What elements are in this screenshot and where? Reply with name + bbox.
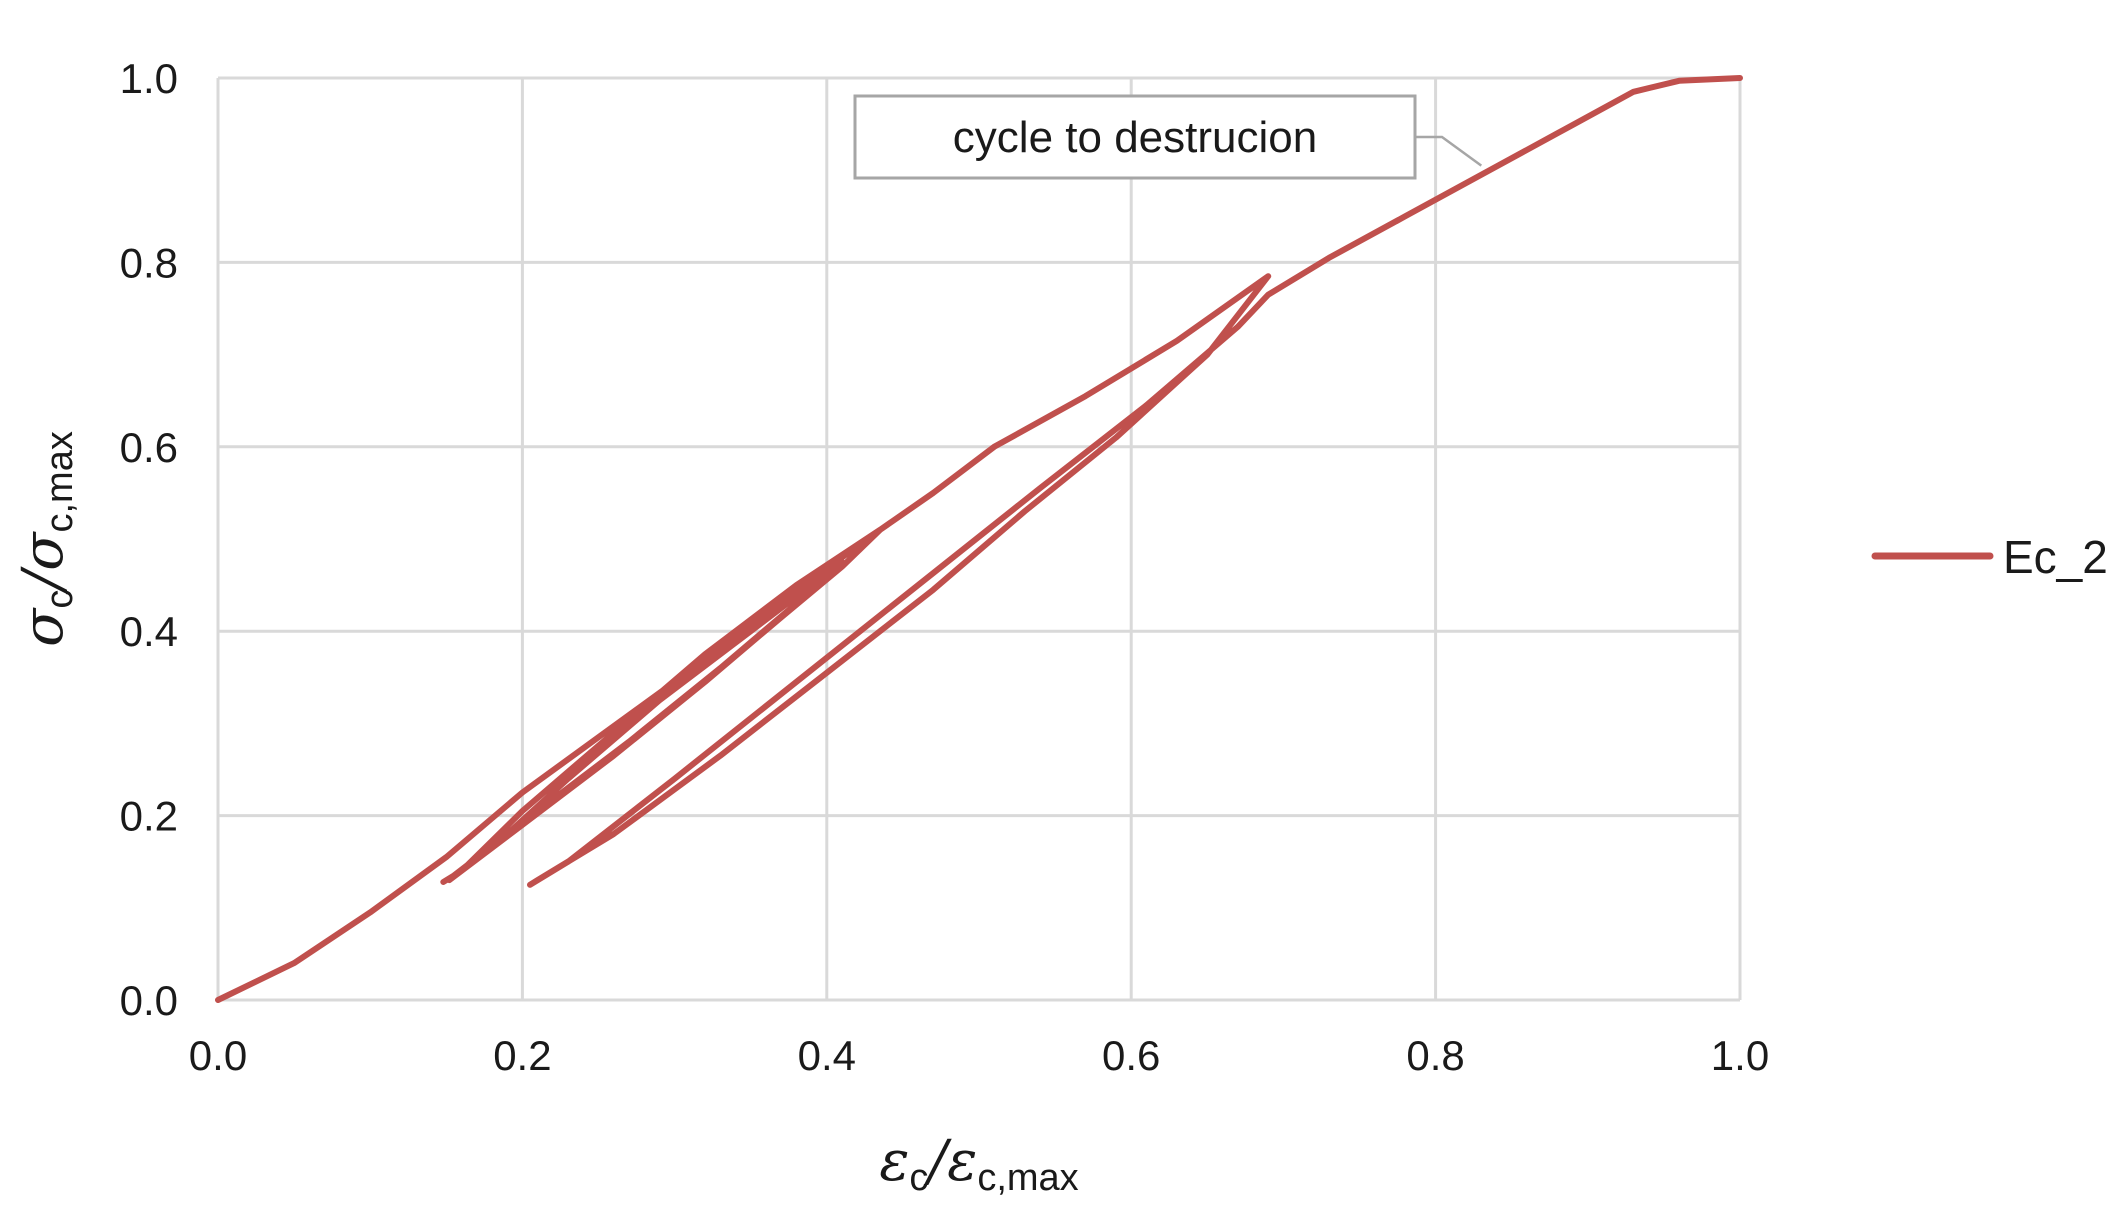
x-axis-ticks: 0.0 0.2 0.4 0.6 0.8 1.0: [189, 1032, 1769, 1079]
x-tick-label: 0.4: [798, 1032, 856, 1079]
y-label-symbol-2: σ: [11, 531, 76, 571]
x-tick-label: 0.8: [1406, 1032, 1464, 1079]
x-tick-label: 0.0: [189, 1032, 247, 1079]
y-tick-label: 0.2: [120, 793, 178, 840]
y-label-subscript: c: [39, 590, 81, 609]
legend-label-ec-2: Ec_2: [2003, 531, 2108, 583]
y-tick-label: 0.0: [120, 977, 178, 1024]
gridlines: [216, 76, 1742, 1002]
series-layer: [215, 75, 1743, 1003]
annotation-callout: cycle to destrucion: [853, 94, 1483, 180]
y-tick-label: 1.0: [120, 55, 178, 102]
x-label-symbol-2: ε: [947, 1129, 977, 1194]
annotation-leader-line: [1415, 135, 1483, 167]
y-label-subscript-2: c,max: [39, 431, 81, 532]
x-label-subscript-2: c,max: [977, 1157, 1078, 1199]
y-label-symbol: σ: [11, 607, 76, 647]
series-line-ec-2: [215, 75, 1743, 1003]
x-tick-label: 1.0: [1711, 1032, 1769, 1079]
x-label-symbol: ε: [879, 1129, 909, 1194]
x-label-subscript: c: [909, 1157, 928, 1199]
x-tick-label: 0.2: [493, 1032, 551, 1079]
y-tick-label: 0.6: [120, 424, 178, 471]
y-tick-label: 0.4: [120, 608, 178, 655]
annotation-box: [853, 94, 1417, 180]
annotation-text: cycle to destrucion: [953, 113, 1317, 162]
x-tick-label: 0.6: [1102, 1032, 1160, 1079]
y-axis-label: σc/σc,max: [11, 431, 81, 647]
y-axis-ticks: 0.0 0.2 0.4 0.6 0.8 1.0: [120, 55, 178, 1024]
legend: Ec_2: [1871, 531, 2108, 583]
y-tick-label: 0.8: [120, 239, 178, 286]
x-axis-label: εc/εc,max: [879, 1129, 1078, 1199]
